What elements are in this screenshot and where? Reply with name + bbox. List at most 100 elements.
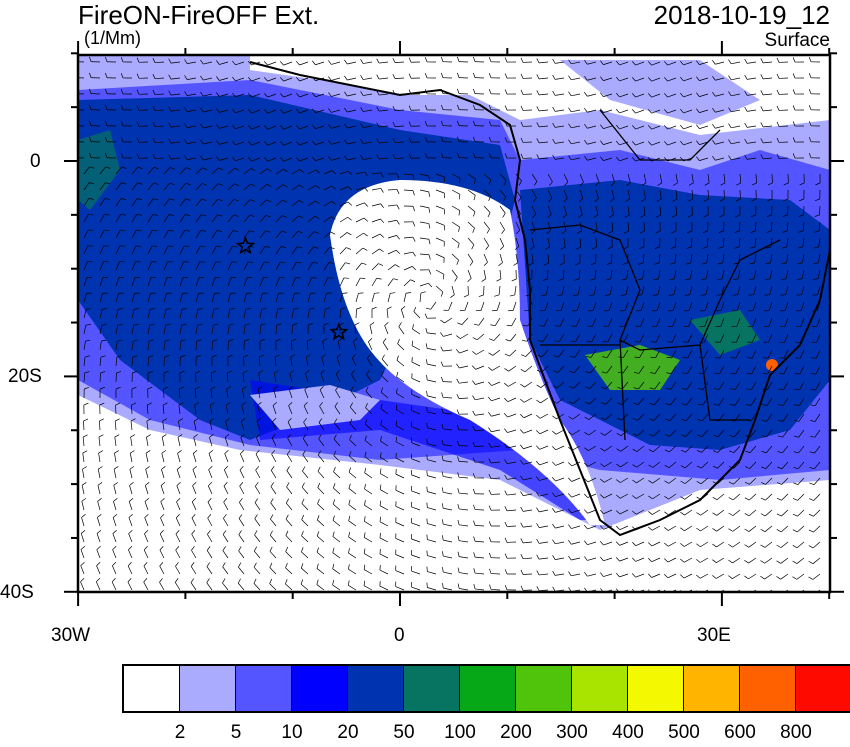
wind-barb [619,493,629,499]
wind-barb [223,469,229,479]
wind-barb-flag [504,521,508,527]
wind-barb [219,61,229,65]
wind-barb-flag [271,450,276,455]
wind-barb [237,582,245,591]
wind-barb-flag [776,73,780,79]
wind-barb-flag [568,91,572,97]
wind-barb [333,471,341,479]
wind-barb-flag [679,108,684,114]
wind-barb-flag [567,477,572,482]
wind-barb-flag [301,482,305,488]
wind-barb-flag [520,105,524,111]
wind-barb [83,229,89,239]
wind-barb [419,221,429,224]
wind-barb-flag [560,246,566,250]
wind-barb [579,221,582,231]
wind-barb-flag [302,450,306,455]
wind-barb [371,263,379,271]
wind-barb-flag [353,338,358,342]
wind-barb-flag [196,339,202,342]
wind-barb-flag [392,89,396,95]
wind-barb-flag [200,139,204,145]
wind-barb-flag [195,370,201,374]
wind-barb-flag [680,465,686,469]
wind-barb-flag [488,489,492,495]
wind-barb [683,157,693,162]
wind-barb-flag [279,125,284,130]
wind-barb [763,77,773,80]
wind-barb [243,309,247,319]
wind-barb-flag [568,431,573,436]
wind-barb-flag [761,419,767,422]
wind-barb [301,519,309,527]
wind-barb-flag [200,245,206,248]
wind-barb [507,509,517,512]
wind-barb-flag [202,167,208,171]
wind-barb-flag [192,465,197,470]
wind-barb-flag [381,370,384,376]
wind-barb-flag [312,156,316,161]
wind-barb [227,309,231,319]
wind-barb-flag [618,356,624,359]
wind-barb [659,189,662,199]
wind-barb [411,410,421,415]
wind-barb [717,477,725,485]
wind-barb-flag [369,322,375,326]
wind-barb [769,285,773,295]
colorbar-label: 800 [780,722,812,743]
wind-barb-flag [146,418,152,422]
wind-barb [571,477,581,482]
wind-barb-flag [136,89,140,95]
wind-barb-flag [536,90,540,96]
wind-barb [525,349,533,357]
wind-barb [587,77,597,81]
wind-barb-flag [536,523,540,528]
wind-barb-flag [99,418,104,422]
wind-barb [363,77,373,80]
wind-barb [163,198,170,207]
wind-barb [587,93,597,97]
wind-barb [355,187,365,191]
wind-barb [736,317,741,327]
wind-barb-flag [599,509,605,514]
wind-barb [193,421,197,431]
wind-barb [83,341,86,351]
wind-barb-flag [136,57,140,63]
wind-barb-flag [301,498,305,504]
wind-barb [387,293,391,303]
wind-barb-flag [241,418,246,422]
wind-barb [816,317,821,327]
wind-barb-flag [295,124,300,130]
wind-barb [763,93,773,96]
wind-barb-flag [196,354,202,358]
wind-barb [267,125,277,130]
wind-barb [491,365,501,371]
wind-barb [355,202,365,207]
wind-barb [435,221,445,226]
wind-barb [275,325,278,335]
wind-barb [667,157,677,162]
wind-barb [224,453,229,463]
wind-barb-flag [746,372,752,375]
wind-barb [562,269,565,279]
wind-barb-flag [606,262,612,265]
wind-barb-flag [392,105,396,111]
wind-barb-flag [89,182,95,185]
wind-barb [651,77,661,82]
wind-barb [547,189,553,199]
wind-barb-flag [279,141,284,146]
lat-tick-20s: 20S [8,366,42,387]
wind-barb [145,469,149,479]
wind-barb [603,525,613,530]
wind-barb [587,125,597,129]
wind-barb [394,141,405,143]
wind-barb-flag [728,123,732,129]
wind-barb [621,397,629,405]
wind-barb-flag [309,307,315,310]
wind-barb-flag [412,190,415,196]
wind-barb [654,365,661,374]
wind-barb-flag [520,569,524,575]
wind-barb-flag [105,152,108,158]
wind-barb-flag [84,386,90,390]
wind-barb-flag [238,546,242,551]
